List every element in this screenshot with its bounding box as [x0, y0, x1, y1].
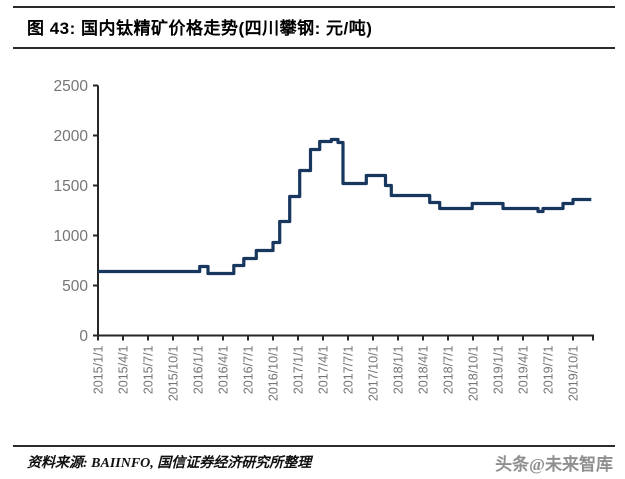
- y-tick-label: 1000: [54, 228, 89, 245]
- x-tick-label: 2019/10/1: [567, 345, 581, 401]
- x-tick-label: 2016/10/1: [267, 345, 281, 401]
- x-tick-label: 2015/1/1: [92, 345, 106, 394]
- watermark-label: 头条@未来智库: [495, 455, 613, 474]
- x-tick-label: 2018/4/1: [417, 345, 431, 394]
- x-tick-label: 2016/4/1: [217, 345, 231, 394]
- x-tick-label: 2018/1/1: [392, 345, 406, 394]
- y-tick-label: 0: [79, 328, 88, 345]
- x-tick-label: 2019/1/1: [492, 345, 506, 394]
- y-tick-label: 1500: [54, 178, 89, 195]
- x-tick-label: 2015/7/1: [142, 345, 156, 394]
- data-source-note: 资料来源: BAIINFO, 国信证券经济研究所整理: [27, 456, 312, 471]
- x-tick-label: 2015/10/1: [167, 345, 181, 401]
- y-tick-label: 2500: [54, 78, 89, 95]
- title-divider: [13, 47, 615, 49]
- footer-divider: [13, 445, 615, 447]
- x-tick-label: 2016/1/1: [192, 345, 206, 394]
- x-tick-label: 2017/10/1: [367, 345, 381, 401]
- x-tick-label: 2018/10/1: [467, 345, 481, 401]
- price-line: [98, 137, 592, 276]
- top-divider: [13, 6, 615, 8]
- x-tick-label: 2017/4/1: [317, 345, 331, 394]
- x-tick-label: 2018/7/1: [442, 345, 456, 394]
- figure-title: 图 43: 国内钛精矿价格走势(四川攀钢: 元/吨): [27, 19, 373, 38]
- y-tick-label: 500: [62, 278, 88, 295]
- y-tick-label: 2000: [54, 128, 89, 145]
- x-tick-label: 2016/7/1: [242, 345, 256, 394]
- x-tick-label: 2019/4/1: [517, 345, 531, 394]
- x-tick-label: 2017/7/1: [342, 345, 356, 394]
- x-tick-label: 2017/1/1: [292, 345, 306, 394]
- x-tick-label: 2019/7/1: [542, 345, 556, 394]
- axis-frame: [97, 85, 594, 341]
- x-tick-label: 2015/4/1: [117, 345, 131, 394]
